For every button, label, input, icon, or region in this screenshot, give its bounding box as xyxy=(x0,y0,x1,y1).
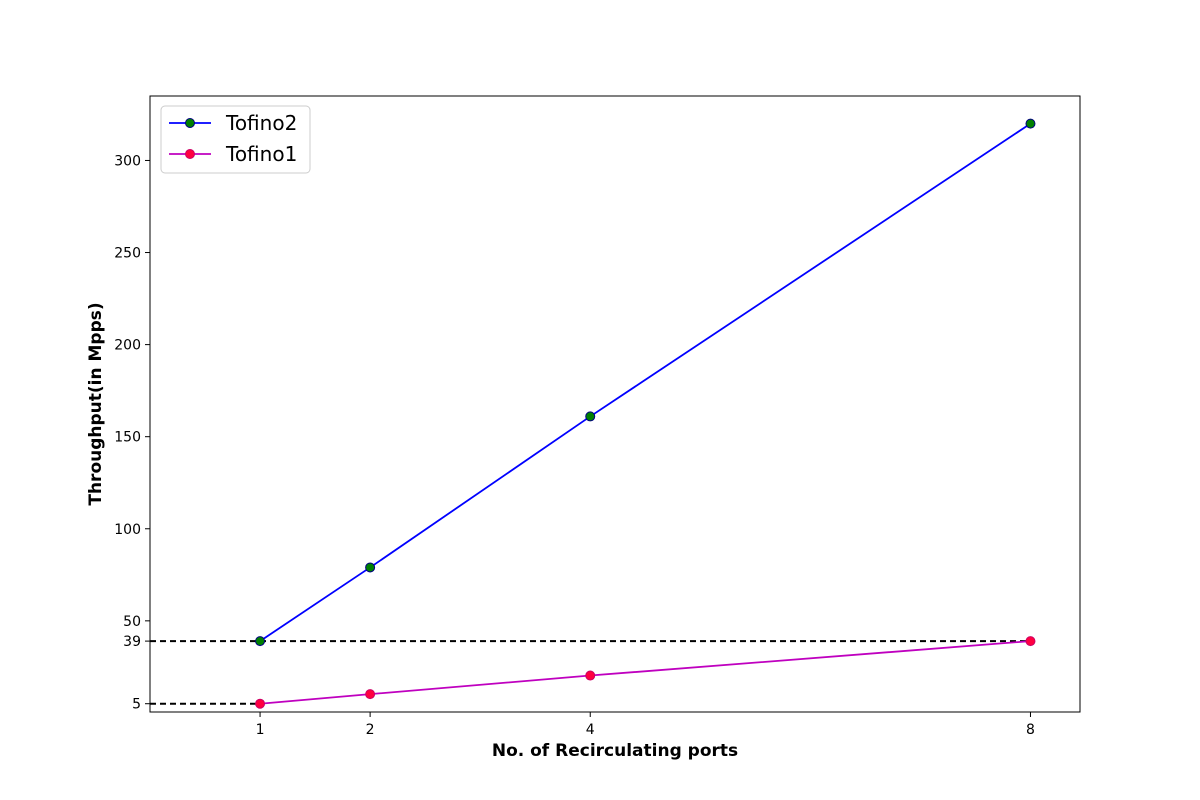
y-tick-label: 150 xyxy=(114,430,141,446)
y-tick-label: 39 xyxy=(123,634,141,650)
data-point-tofino2-8 xyxy=(1025,118,1036,129)
legend-marker-tofino2 xyxy=(185,118,195,128)
data-point-tofino1-8 xyxy=(1025,636,1036,647)
y-tick-label: 250 xyxy=(114,246,141,262)
y-tick-label: 5 xyxy=(132,697,141,713)
y-tick-label: 300 xyxy=(114,153,141,169)
y-axis-ticks: 5 39 50 100 150 200 250 300 xyxy=(114,153,150,713)
data-point-tofino2-1 xyxy=(255,636,266,647)
x-axis-ticks: 1 2 4 8 xyxy=(256,712,1035,738)
y-axis-label: Throughput(in Mpps) xyxy=(86,302,106,505)
y-tick-label: 200 xyxy=(114,338,141,354)
data-point-tofino2-4 xyxy=(585,411,596,422)
x-tick-label: 8 xyxy=(1026,722,1035,738)
x-tick-label: 2 xyxy=(366,722,375,738)
legend: Tofino2 Tofino1 xyxy=(160,105,311,174)
y-tick-label: 100 xyxy=(114,522,141,538)
data-point-tofino2-2 xyxy=(365,562,376,573)
y-tick-label: 50 xyxy=(123,614,141,630)
series-line-tofino2 xyxy=(259,122,1031,642)
data-point-tofino1-4 xyxy=(585,670,596,681)
legend-label-tofino1: Tofino1 xyxy=(225,142,297,166)
x-axis-label: No. of Recirculating ports xyxy=(492,741,738,761)
data-point-tofino1-1 xyxy=(255,698,266,709)
x-tick-label: 4 xyxy=(586,722,595,738)
series-lines xyxy=(259,122,1031,705)
x-tick-label: 1 xyxy=(256,722,265,738)
series-line-tofino1 xyxy=(259,640,1031,705)
series-markers xyxy=(255,118,1036,709)
legend-marker-tofino1 xyxy=(185,149,195,159)
plot-frame xyxy=(149,95,1081,713)
data-point-tofino1-2 xyxy=(365,689,376,700)
legend-label-tofino2: Tofino2 xyxy=(225,111,297,135)
reference-lines xyxy=(150,640,1031,705)
